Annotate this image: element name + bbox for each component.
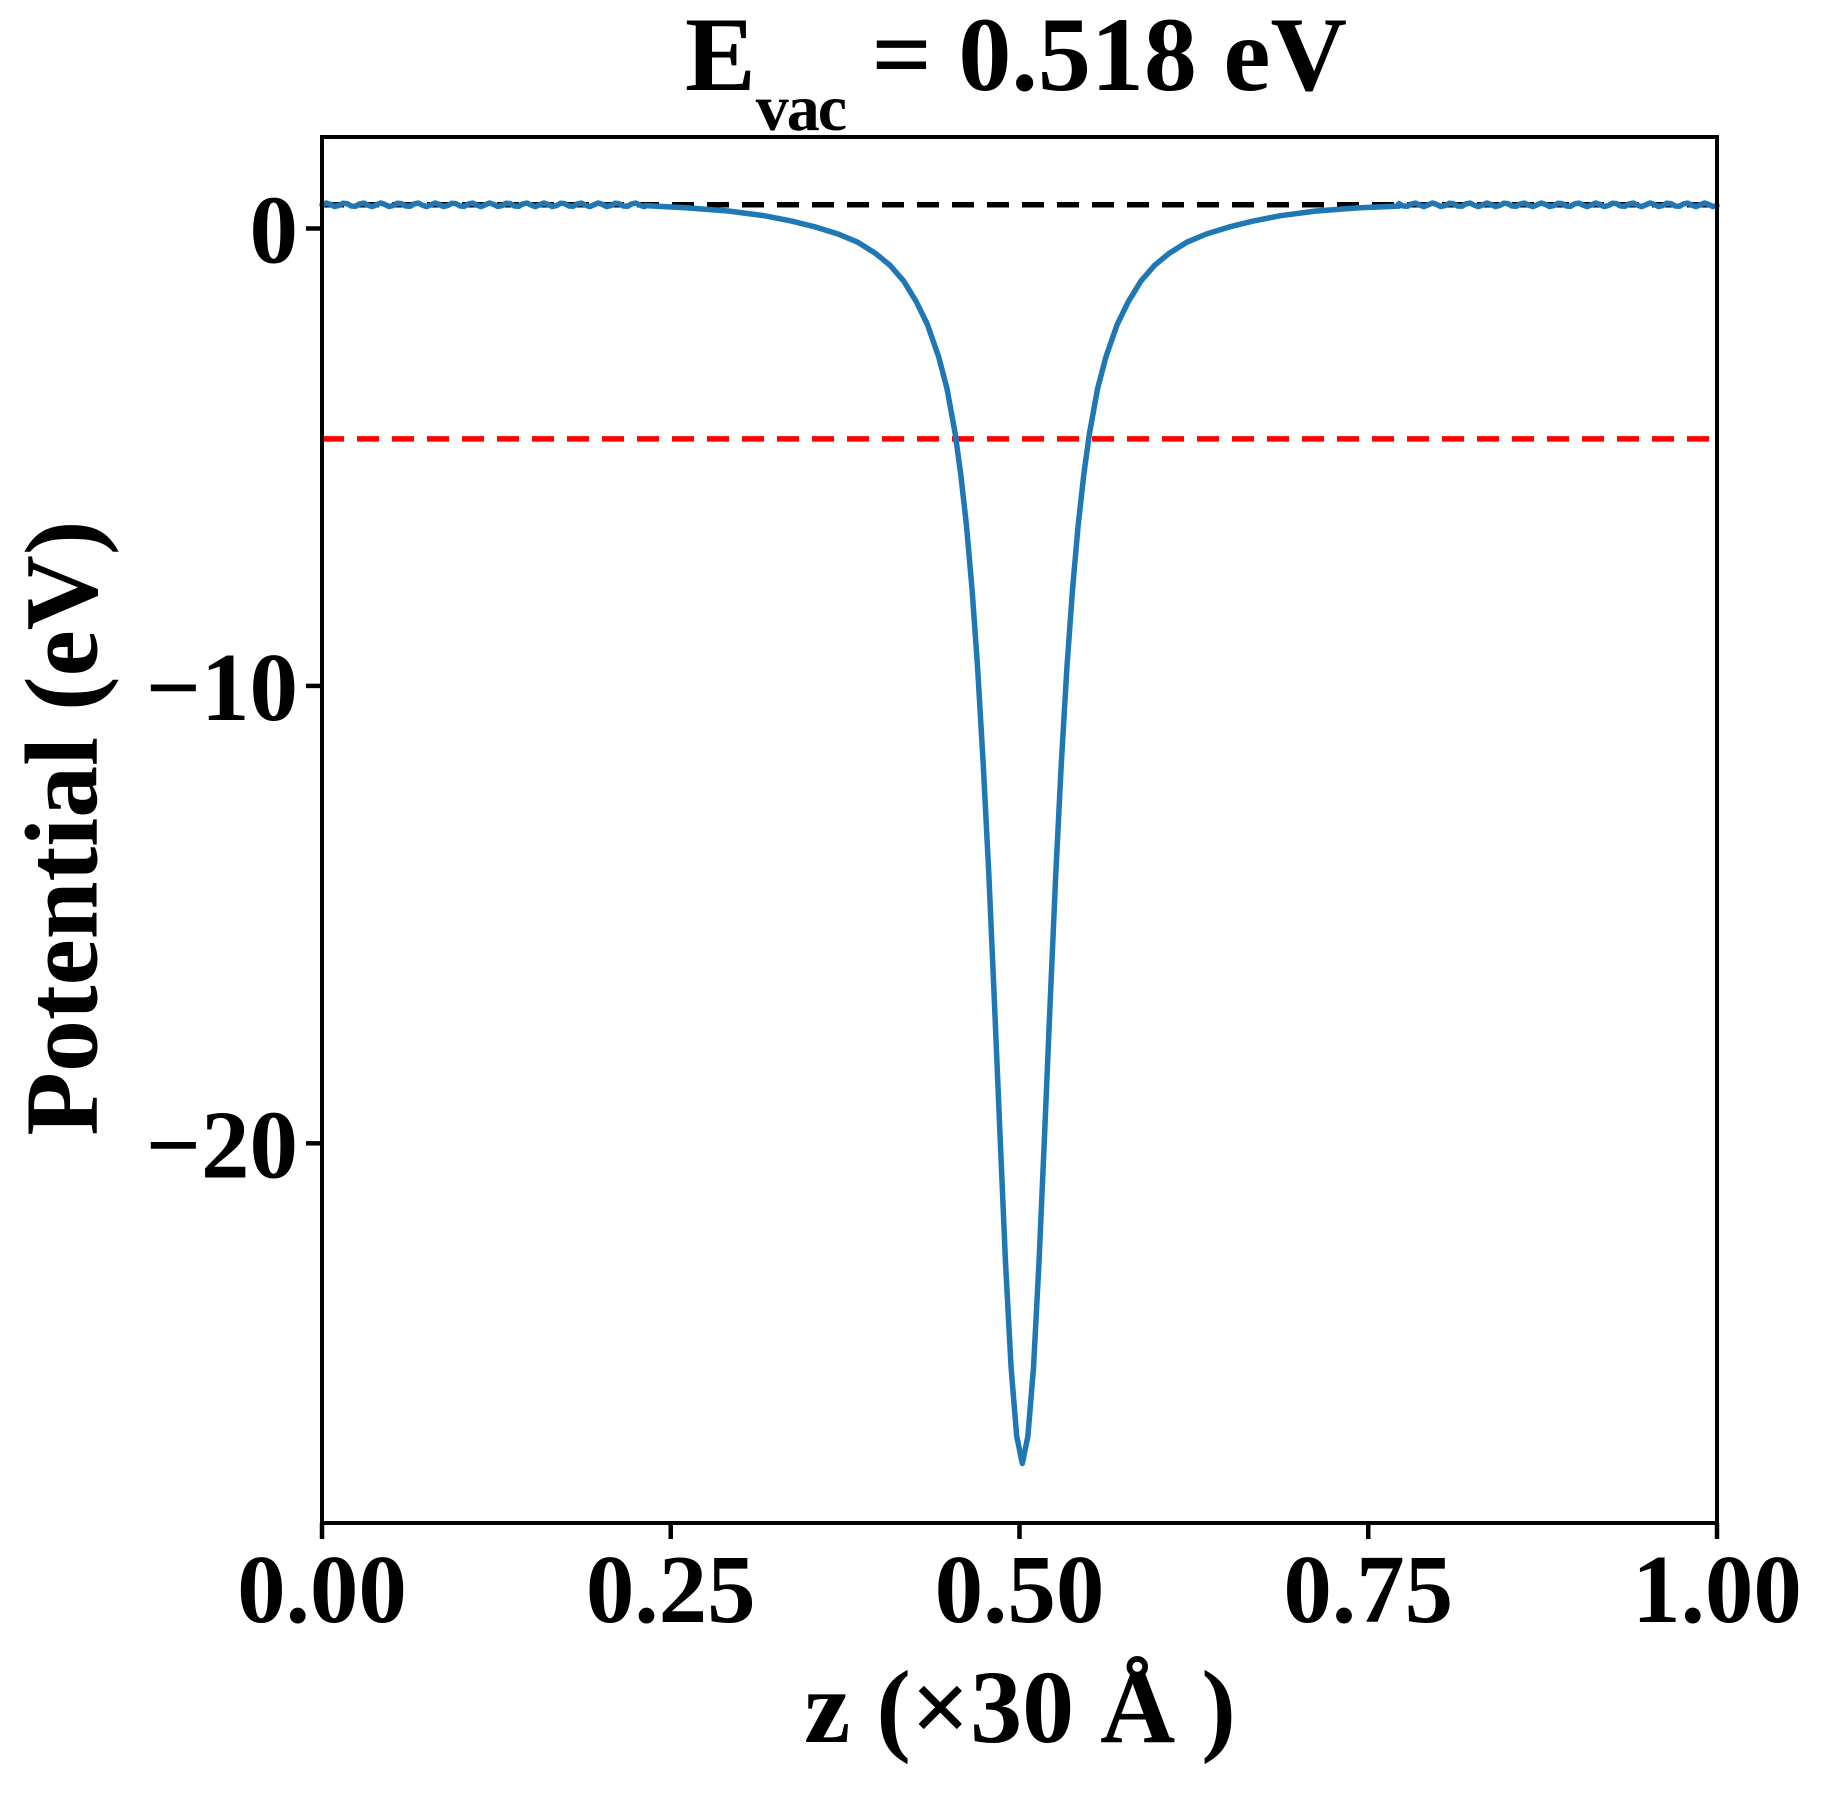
x-tick-label: 0.75 <box>1283 1536 1453 1643</box>
x-tick-label: 0.00 <box>237 1536 407 1643</box>
title-subscript: vac <box>755 72 847 145</box>
title-value: = 0.518 eV <box>845 0 1348 113</box>
x-tick-label: 0.25 <box>586 1536 756 1643</box>
chart-title: Evac = 0.518 eV <box>685 2 1347 142</box>
y-tick-label: −10 <box>146 634 298 741</box>
x-tick-label: 0.50 <box>935 1536 1105 1643</box>
planar-averaged-potential <box>319 200 1720 1467</box>
x-axis-label: z (×30 Å ) <box>804 1650 1236 1765</box>
y-tick-label: −20 <box>146 1091 298 1198</box>
y-tick-label: 0 <box>250 176 299 283</box>
y-axis-label: Potential (eV) <box>4 520 120 1136</box>
x-tick-label: 1.00 <box>1632 1536 1802 1643</box>
title-symbol: E <box>685 0 756 113</box>
plot-frame <box>320 135 1719 1525</box>
